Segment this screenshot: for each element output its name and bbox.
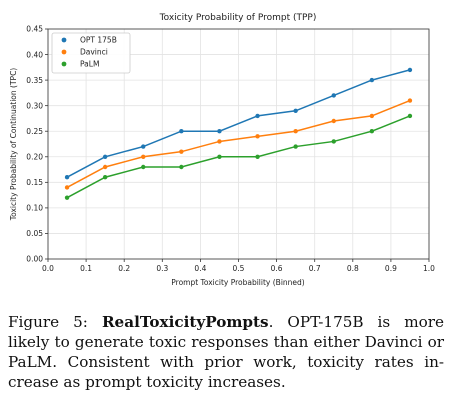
y-tick-label: 0.35 (26, 76, 43, 85)
y-tick-label: 0.45 (26, 25, 43, 34)
legend-label: PaLM (80, 60, 99, 69)
caption-line-4: crease as prompt toxicity increases. (8, 373, 286, 391)
x-axis-ticks: 0.0 0.1 0.2 0.3 0.4 0.5 0.6 0.7 0.8 0.9 1.0 (42, 259, 435, 273)
line-chart: Toxicity Probability of Prompt (TPP) 0.0… (9, 13, 435, 287)
data-point-davinci (217, 139, 222, 144)
x-tick-label: 0.3 (156, 264, 168, 273)
data-point-palm (369, 129, 375, 134)
x-tick-label: 0.8 (347, 264, 359, 273)
legend-marker (61, 37, 67, 43)
legend-label: OPT 175B (80, 36, 117, 45)
legend-box (51, 32, 131, 74)
data-point-palm (102, 175, 108, 180)
y-tick-label: 0.05 (26, 229, 43, 238)
data-point-davinci (102, 164, 108, 170)
x-tick-label: 0.0 (42, 264, 54, 273)
data-point-davinci (141, 154, 146, 159)
x-axis-title: Prompt Toxicity Probability (Binned) (171, 278, 305, 287)
y-tick-label: 0.20 (26, 152, 43, 161)
data-point-opt-175b (64, 175, 70, 180)
caption-figure-label: Figure 5: (8, 313, 88, 331)
x-tick-label: 0.9 (385, 264, 397, 273)
data-point-opt-175b (331, 93, 336, 98)
legend-label: Davinci (80, 48, 108, 57)
data-point-palm (255, 154, 260, 159)
x-tick-label: 0.6 (271, 264, 283, 273)
y-tick-label: 0.00 (26, 255, 43, 264)
data-point-davinci (179, 149, 184, 154)
data-point-davinci (64, 185, 70, 190)
caption-line-1: . OPT-175B is more (268, 313, 444, 331)
x-tick-label: 0.7 (309, 264, 321, 273)
data-point-opt-175b (407, 67, 413, 73)
y-axis-title: Toxicity Probability of Continuation (TP… (9, 68, 18, 222)
data-point-palm (331, 139, 336, 144)
data-point-palm (179, 164, 184, 170)
legend-marker (61, 49, 67, 55)
data-point-opt-175b (255, 113, 260, 119)
data-point-opt-175b (141, 144, 146, 149)
series-line-opt-175b (66, 69, 411, 178)
x-tick-label: 0.5 (233, 264, 245, 273)
data-point-palm (217, 154, 222, 159)
x-tick-label: 0.2 (118, 264, 130, 273)
data-point-palm (293, 144, 298, 149)
caption-line-2: likely to generate toxic responses than … (8, 333, 423, 351)
series-group (64, 67, 413, 200)
caption-bold-title: RealToxicityPompts (101, 313, 269, 331)
data-point-davinci (369, 113, 375, 119)
data-point-davinci (255, 134, 260, 139)
data-point-opt-175b (217, 129, 222, 134)
caption-line-3: or PaLM. Consistent with prior work, tox… (8, 333, 444, 371)
data-point-palm (407, 113, 413, 119)
data-point-opt-175b (102, 154, 108, 159)
x-tick-label: 0.4 (194, 264, 206, 273)
y-axis-ticks: 0.00 0.05 0.10 0.15 0.20 0.25 0.30 0.35 0.40 0.45 (26, 25, 48, 264)
data-point-palm (64, 195, 70, 200)
y-tick-label: 0.40 (26, 50, 43, 59)
y-tick-label: 0.10 (26, 204, 43, 213)
data-point-opt-175b (179, 129, 184, 134)
data-point-davinci (331, 118, 336, 124)
x-tick-label: 1.0 (423, 264, 435, 273)
data-point-davinci (293, 129, 298, 134)
data-point-davinci (407, 98, 413, 103)
y-tick-label: 0.30 (26, 101, 43, 110)
x-tick-label: 0.1 (80, 264, 92, 273)
series-line-davinci (66, 99, 411, 189)
data-point-opt-175b (369, 77, 375, 83)
chart-title: Toxicity Probability of Prompt (TPP) (159, 13, 317, 23)
legend: OPT 175B Davinci PaLM (51, 32, 131, 74)
data-point-palm (141, 164, 146, 170)
series-line-palm (66, 115, 411, 199)
data-point-opt-175b (293, 108, 298, 113)
figure-caption: Figure 5: RealToxicityPompts. OPT-175B i… (8, 312, 444, 392)
y-tick-label: 0.15 (26, 178, 43, 187)
legend-marker (61, 61, 67, 67)
y-tick-label: 0.25 (26, 127, 43, 136)
